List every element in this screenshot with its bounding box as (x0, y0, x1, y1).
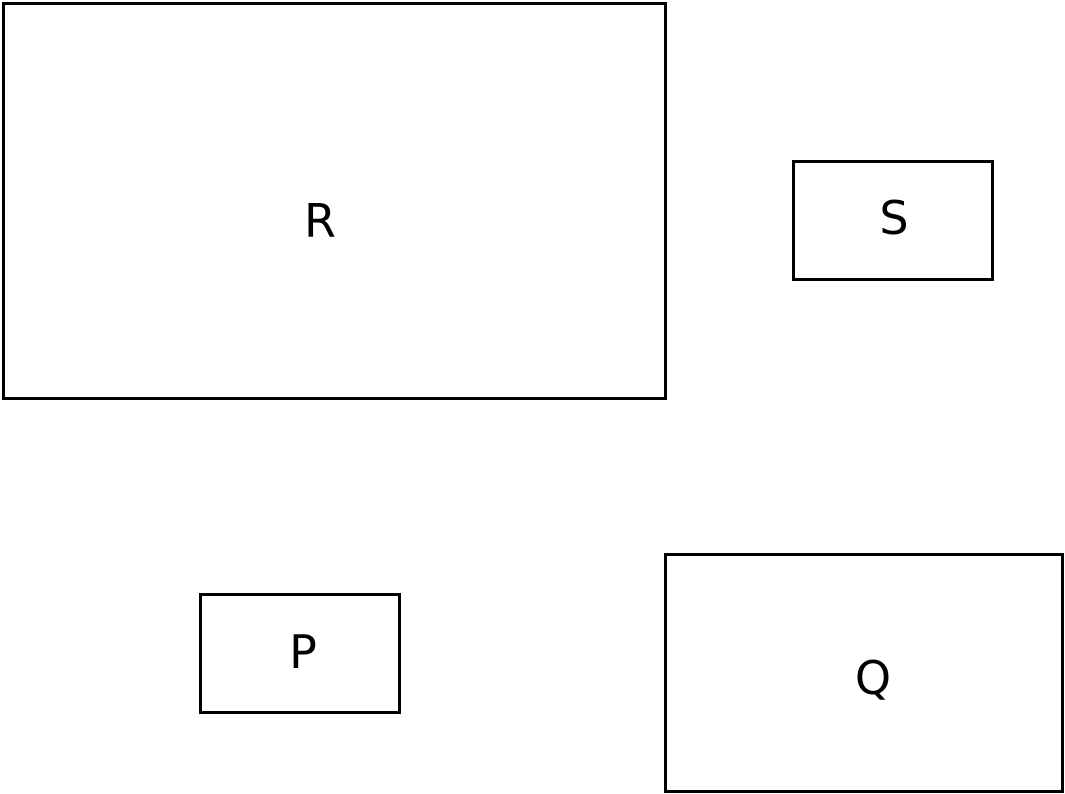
box-s-label: S (879, 191, 909, 245)
box-r: R (2, 2, 667, 400)
box-p: P (199, 593, 401, 714)
box-s: S (792, 160, 994, 281)
box-p-label: P (289, 625, 317, 679)
box-q-label: Q (854, 651, 892, 705)
box-q: Q (664, 553, 1064, 793)
box-r-label: R (304, 194, 336, 248)
